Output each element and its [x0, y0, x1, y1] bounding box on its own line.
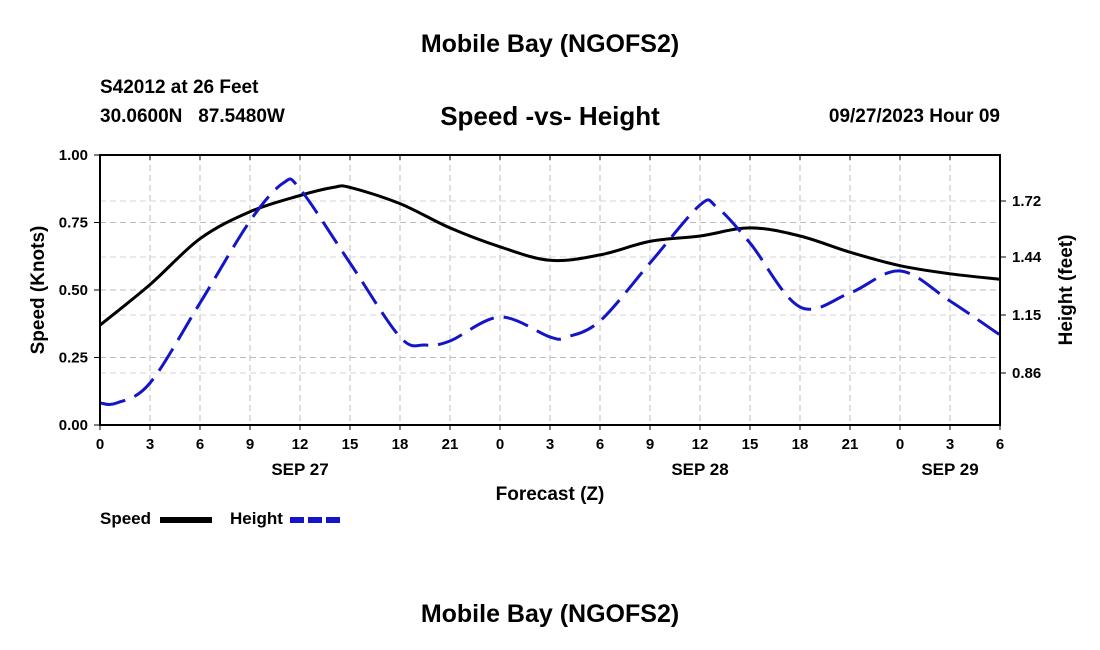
footer-title: Mobile Bay (NGOFS2): [420, 600, 680, 628]
x-tick-label: 21: [842, 436, 859, 453]
station-coordinates: 30.0600N 87.5480W: [100, 106, 285, 127]
station-label: S42012 at 26 Feet: [100, 77, 259, 98]
y2-axis-label: Height (feet): [1056, 235, 1077, 346]
grid: [100, 155, 1000, 425]
y-axis-label: Speed (Knots): [28, 226, 49, 355]
series-line-speed: [99, 184, 1001, 327]
legend-speed-label: Speed: [100, 509, 152, 528]
y-tick-label: 1.00: [59, 147, 88, 164]
speed-height-chart: 0 3 6 9 12 15 18 21 0 3 6 9 12 15 18 21 0 3 6 SEP 27 SEP 28 S…: [28, 147, 1077, 505]
y-tick-label: 0.50: [59, 282, 88, 299]
x-tick-label: 3: [146, 436, 154, 453]
x-tick-label: 12: [692, 436, 709, 453]
forecast-datetime: 09/27/2023 Hour 09: [828, 106, 1000, 127]
series-line-height: [99, 177, 1001, 406]
y-tick-label: 0.25: [59, 350, 88, 367]
x-axis-label: Forecast (Z): [496, 484, 605, 505]
x-date-label: SEP 28: [671, 460, 728, 479]
x-tick-label: 9: [646, 436, 654, 453]
axes: 0 3 6 9 12 15 18 21 0 3 6 9 12 15 18 21 0 3 6 SEP 27 SEP 28 S…: [59, 147, 1042, 479]
x-date-label: SEP 29: [921, 460, 978, 479]
x-tick-label: 0: [896, 436, 904, 453]
x-tick-label: 3: [546, 436, 554, 453]
x-tick-label: 6: [996, 436, 1004, 453]
x-tick-label: 0: [496, 436, 504, 453]
legend-height-swatch: [290, 517, 342, 523]
y2-tick-label: 1.72: [1012, 193, 1041, 210]
x-tick-label: 18: [792, 436, 809, 453]
x-tick-label: 3: [946, 436, 954, 453]
y-tick-label: 0.75: [59, 215, 88, 232]
y-tick-label: 0.00: [59, 417, 88, 434]
x-tick-label: 12: [292, 436, 309, 453]
x-date-label: SEP 27: [271, 460, 328, 479]
x-tick-label: 15: [742, 436, 759, 453]
chart-subtitle: Speed -vs- Height: [440, 101, 660, 131]
x-tick-label: 9: [246, 436, 254, 453]
x-tick-label: 18: [392, 436, 409, 453]
y2-tick-label: 1.44: [1012, 249, 1042, 266]
y2-tick-label: 1.15: [1012, 307, 1041, 324]
series-lines: [99, 177, 1001, 406]
legend-height-label: Height: [230, 509, 283, 528]
legend-speed-swatch: [160, 517, 212, 523]
x-tick-label: 6: [196, 436, 204, 453]
x-tick-label: 15: [342, 436, 359, 453]
chart-title: Mobile Bay (NGOFS2): [420, 30, 680, 58]
x-tick-label: 21: [442, 436, 459, 453]
x-tick-label: 6: [596, 436, 604, 453]
y2-tick-label: 0.86: [1012, 365, 1041, 382]
x-tick-label: 0: [96, 436, 104, 453]
